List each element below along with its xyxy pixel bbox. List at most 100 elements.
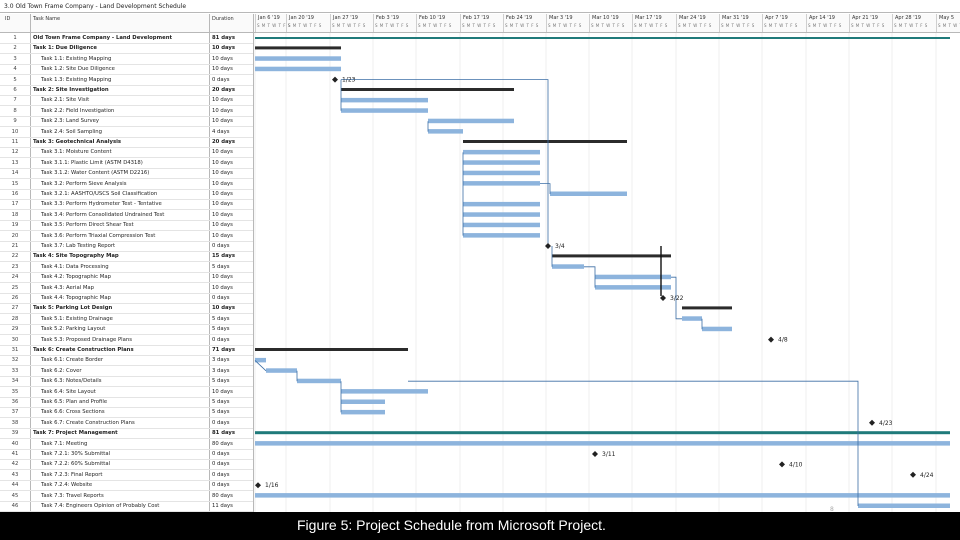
- milestone-marker[interactable]: [592, 451, 598, 457]
- task-bar[interactable]: [255, 66, 341, 72]
- task-bar[interactable]: [463, 233, 540, 238]
- summary-task-bar[interactable]: [255, 431, 950, 435]
- task-row[interactable]: 19 Task 3.5: Perform Direct Shear Test 10 …: [0, 220, 253, 232]
- task-bar[interactable]: [341, 108, 428, 113]
- task-duration: 0 days: [212, 295, 230, 301]
- task-row[interactable]: 36 Task 6.5: Plan and Profile 5 days: [0, 397, 253, 408]
- task-row[interactable]: 27 Task 5: Parking Lot Design 10 days: [0, 303, 253, 315]
- schedule-title: 3.0 Old Town Frame Company - Land Develo…: [0, 0, 960, 13]
- task-row[interactable]: 28 Task 5.1: Existing Drainage 5 days: [0, 314, 253, 325]
- task-row[interactable]: 11 Task 3: Geotechnical Analysis 20 days: [0, 137, 253, 148]
- task-row[interactable]: 29 Task 5.2: Parking Layout 5 days: [0, 324, 253, 336]
- task-bar[interactable]: [463, 160, 540, 165]
- task-row[interactable]: 30 Task 5.3: Proposed Drainage Plans 0 day…: [0, 335, 253, 346]
- task-row[interactable]: 46 Task 7.4: Engineers Opinion of Probabl…: [0, 501, 253, 512]
- task-row[interactable]: 40 Task 7.1: Meeting 80 days: [0, 439, 253, 450]
- milestone-marker[interactable]: [545, 243, 551, 249]
- task-bar[interactable]: [552, 264, 584, 269]
- task-row[interactable]: 34 Task 6.3: Notes/Details 5 days: [0, 376, 253, 388]
- task-bar[interactable]: [428, 118, 514, 124]
- task-row[interactable]: 35 Task 6.4: Site Layout 10 days: [0, 387, 253, 398]
- task-row[interactable]: 21 Task 3.7: Lab Testing Report 0 days: [0, 241, 253, 252]
- summary-task-bar[interactable]: [682, 306, 732, 310]
- duration-column-header[interactable]: Duration: [212, 16, 234, 22]
- milestone-marker[interactable]: [255, 482, 261, 489]
- id-column-header[interactable]: ID: [5, 16, 11, 22]
- task-row[interactable]: 18 Task 3.4: Perform Consolidated Undrain…: [0, 210, 253, 221]
- summary-task-bar[interactable]: [463, 140, 627, 143]
- task-bar[interactable]: [266, 368, 297, 373]
- task-row[interactable]: 37 Task 6.6: Cross Sections 5 days: [0, 407, 253, 419]
- task-bar[interactable]: [463, 212, 540, 217]
- task-bar[interactable]: [255, 56, 341, 61]
- task-bar[interactable]: [595, 274, 671, 280]
- task-bar[interactable]: [858, 503, 950, 509]
- task-name-column-header[interactable]: Task Name: [33, 16, 61, 22]
- task-row[interactable]: 32 Task 6.1: Create Border 3 days: [0, 355, 253, 367]
- task-row[interactable]: 15 Task 3.2: Perform Sieve Analysis 10 day…: [0, 179, 253, 190]
- task-row[interactable]: 24 Task 4.2: Topographic Map 10 days: [0, 272, 253, 284]
- task-bar[interactable]: [428, 129, 463, 134]
- task-row[interactable]: 14 Task 3.1.2: Water Content (ASTM D2216)…: [0, 168, 253, 180]
- task-row[interactable]: 20 Task 3.6: Perform Triaxial Compression…: [0, 231, 253, 242]
- task-row[interactable]: 45 Task 7.3: Travel Reports 80 days: [0, 491, 253, 502]
- task-row[interactable]: 4 Task 1.2: Site Due Diligence 10 days: [0, 64, 253, 76]
- task-row[interactable]: 43 Task 7.2.3: Final Report 0 days: [0, 470, 253, 481]
- task-row[interactable]: 42 Task 7.2.2: 60% Submittal 0 days: [0, 459, 253, 471]
- task-row[interactable]: 38 Task 6.7: Create Construction Plans 0 d…: [0, 418, 253, 429]
- milestone-marker[interactable]: [779, 461, 785, 468]
- task-bar[interactable]: [702, 326, 732, 332]
- task-bar[interactable]: [463, 181, 540, 186]
- task-row[interactable]: 2 Task 1: Due Diligence 10 days: [0, 43, 253, 55]
- milestone-marker[interactable]: [660, 295, 666, 301]
- milestone-marker[interactable]: [332, 76, 338, 83]
- task-row[interactable]: 33 Task 6.2: Cover 3 days: [0, 366, 253, 377]
- task-row[interactable]: 17 Task 3.3: Perform Hydrometer Test - Te…: [0, 199, 253, 211]
- task-bar[interactable]: [341, 399, 385, 405]
- task-bar[interactable]: [255, 357, 266, 363]
- task-bar[interactable]: [595, 285, 671, 290]
- task-row[interactable]: 31 Task 6: Create Construction Plans 71 da…: [0, 345, 253, 356]
- task-row[interactable]: 1 Old Town Frame Company - Land Developme…: [0, 33, 253, 44]
- task-row[interactable]: 44 Task 7.2.4: Website 0 days: [0, 480, 253, 492]
- task-row[interactable]: 12 Task 3.1: Moisture Content 10 days: [0, 147, 253, 159]
- task-bar[interactable]: [463, 222, 540, 228]
- task-row[interactable]: 6 Task 2: Site Investigation 20 days: [0, 85, 253, 96]
- task-row[interactable]: 3 Task 1.1: Existing Mapping 10 days: [0, 54, 253, 65]
- summary-task-bar[interactable]: [552, 254, 671, 258]
- task-bar[interactable]: [341, 409, 385, 415]
- task-name: Task 3.2: Perform Sieve Analysis: [41, 180, 127, 187]
- task-row[interactable]: 7 Task 2.1: Site Visit 10 days: [0, 95, 253, 107]
- task-bar[interactable]: [255, 493, 950, 498]
- task-row[interactable]: 9 Task 2.3: Land Survey 10 days: [0, 116, 253, 128]
- task-bar[interactable]: [341, 389, 428, 394]
- milestone-marker[interactable]: [768, 336, 774, 343]
- task-bar[interactable]: [682, 316, 702, 321]
- milestone-marker[interactable]: [910, 471, 916, 478]
- task-row[interactable]: 5 Task 1.3: Existing Mapping 0 days: [0, 75, 253, 86]
- project-summary-bar[interactable]: [255, 37, 950, 39]
- task-bar[interactable]: [463, 201, 540, 207]
- task-row[interactable]: 16 Task 3.2.1: AASHTO/USCS Soil Classific…: [0, 189, 253, 200]
- task-bar[interactable]: [297, 378, 341, 384]
- task-bar[interactable]: [550, 191, 627, 197]
- task-row[interactable]: 22 Task 4: Site Topography Map 15 days: [0, 251, 253, 263]
- task-duration: 80 days: [212, 492, 233, 499]
- task-row[interactable]: 23 Task 4.1: Data Processing 5 days: [0, 262, 253, 273]
- task-row[interactable]: 13 Task 3.1.1: Plastic Limit (ASTM D4318)…: [0, 158, 253, 169]
- task-row[interactable]: 8 Task 2.2: Field Investigation 10 days: [0, 106, 253, 117]
- task-row[interactable]: 26 Task 4.4: Topographic Map 0 days: [0, 293, 253, 304]
- task-bar[interactable]: [463, 170, 540, 176]
- task-row[interactable]: 10 Task 2.4: Soil Sampling 4 days: [0, 127, 253, 138]
- task-bar[interactable]: [255, 441, 950, 446]
- summary-task-bar[interactable]: [341, 88, 514, 91]
- task-row[interactable]: 41 Task 7.2.1: 30% Submittal 0 days: [0, 449, 253, 460]
- milestone-marker[interactable]: [869, 419, 875, 426]
- task-bar[interactable]: [341, 97, 428, 103]
- milestone-label: 1/16: [265, 482, 279, 489]
- task-bar[interactable]: [463, 149, 540, 155]
- summary-task-bar[interactable]: [255, 46, 341, 50]
- summary-task-bar[interactable]: [255, 348, 408, 351]
- task-row[interactable]: 25 Task 4.3: Aerial Map 10 days: [0, 283, 253, 294]
- task-row[interactable]: 39 Task 7: Project Management 81 days: [0, 428, 253, 440]
